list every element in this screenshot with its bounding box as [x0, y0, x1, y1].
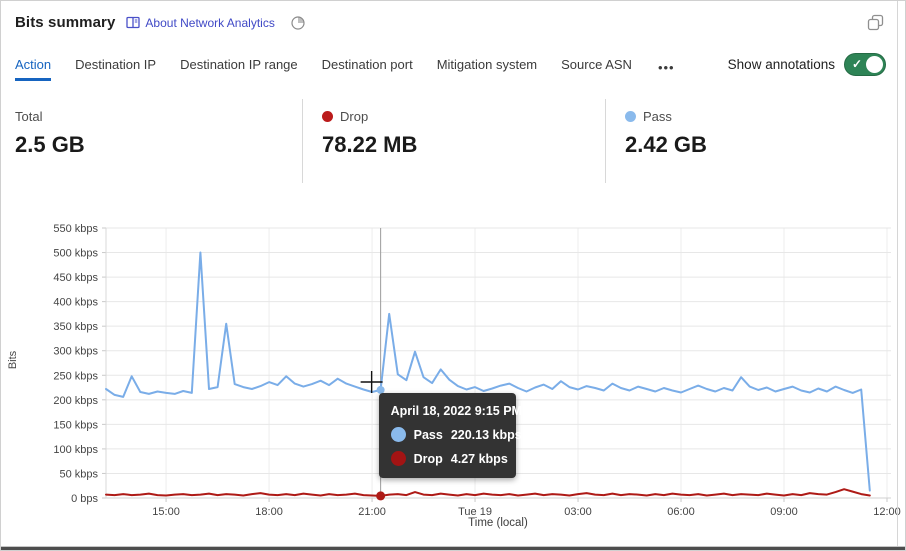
- svg-text:12:00: 12:00: [873, 506, 901, 518]
- chart-tooltip: April 18, 2022 9:15 PM Pass 220.13 kbps …: [378, 393, 522, 478]
- stat-pass-value: 2.42 GB: [625, 132, 707, 157]
- svg-text:03:00: 03:00: [564, 506, 592, 518]
- panel-title: Bits summary: [15, 14, 116, 31]
- tooltip-drop-row: Drop 4.27 kbps: [390, 451, 508, 466]
- toggle-knob: [866, 56, 883, 73]
- svg-text:09:00: 09:00: [770, 506, 798, 518]
- stat-total-value: 2.5 GB: [15, 132, 85, 157]
- drop-legend-dot: [322, 110, 333, 122]
- pass-tooltip-dot: [390, 427, 406, 442]
- svg-text:500 kbps: 500 kbps: [53, 248, 98, 260]
- tab-mitigation-system[interactable]: Mitigation system: [436, 57, 538, 72]
- svg-text:550 kbps: 550 kbps: [53, 223, 98, 235]
- check-icon: ✓: [852, 57, 863, 71]
- tooltip-pass-row: Pass 220.13 kbps: [390, 427, 522, 442]
- x-axis-title: Time (local): [468, 517, 528, 529]
- show-annotations-control: Show annotations ✓: [728, 53, 886, 76]
- ellipsis-icon[interactable]: •••: [657, 60, 675, 75]
- expand-panel-icon[interactable]: [867, 14, 884, 36]
- svg-text:50 kbps: 50 kbps: [59, 468, 98, 480]
- tab-destination-ip[interactable]: Destination IP: [75, 57, 157, 72]
- pie-chart-icon[interactable]: [290, 15, 306, 31]
- panel-header: Bits summary About Network Analytics: [15, 14, 306, 31]
- svg-text:21:00: 21:00: [358, 506, 386, 518]
- bits-time-series-chart: Bits 15:00 18:00 21:00 Tue 19 03:00 06:00 09:0…: [1, 206, 906, 548]
- svg-text:250 kbps: 250 kbps: [53, 370, 98, 382]
- stat-pass: Pass 2.42 GB: [605, 99, 707, 183]
- stat-total-label: Total: [15, 108, 43, 124]
- svg-text:350 kbps: 350 kbps: [53, 321, 98, 333]
- svg-text:100 kbps: 100 kbps: [53, 444, 98, 456]
- about-link-label: About Network Analytics: [145, 15, 275, 30]
- tab-destination-ip-range[interactable]: Destination IP range: [180, 57, 298, 72]
- tooltip-timestamp: April 18, 2022 9:15 PM: [390, 404, 522, 418]
- svg-text:06:00: 06:00: [667, 506, 695, 518]
- tab-source-asn[interactable]: Source ASN: [561, 57, 632, 72]
- tab-destination-port[interactable]: Destination port: [321, 57, 413, 72]
- svg-text:450 kbps: 450 kbps: [53, 272, 98, 284]
- about-network-analytics-link[interactable]: About Network Analytics: [126, 15, 275, 30]
- svg-text:0 bps: 0 bps: [71, 493, 98, 505]
- svg-text:18:00: 18:00: [255, 506, 283, 518]
- show-annotations-label: Show annotations: [727, 57, 835, 72]
- svg-text:Tue 19: Tue 19: [458, 506, 492, 518]
- stat-drop-label: Drop: [340, 108, 369, 124]
- summary-stats: Total 2.5 GB Drop 78.22 MB Pass 2.42 GB: [1, 99, 905, 183]
- drop-tooltip-dot: [390, 451, 406, 466]
- stat-total: Total 2.5 GB: [1, 99, 302, 183]
- panel-right-divider: [897, 1, 898, 550]
- window-bottom-edge: [1, 546, 905, 550]
- show-annotations-toggle[interactable]: ✓: [844, 53, 886, 76]
- svg-text:200 kbps: 200 kbps: [53, 395, 98, 407]
- svg-text:400 kbps: 400 kbps: [53, 297, 98, 309]
- tab-action[interactable]: Action: [15, 53, 52, 81]
- stat-pass-label: Pass: [643, 108, 672, 124]
- svg-text:300 kbps: 300 kbps: [53, 346, 98, 358]
- book-icon: [126, 16, 141, 29]
- dimension-tabs: Action Destination IP Destination IP ran…: [15, 53, 677, 81]
- svg-text:150 kbps: 150 kbps: [53, 419, 98, 431]
- pass-legend-dot: [625, 110, 636, 122]
- svg-text:15:00: 15:00: [152, 506, 180, 518]
- stat-drop: Drop 78.22 MB: [302, 99, 605, 183]
- stat-drop-value: 78.22 MB: [322, 132, 418, 157]
- chart-plot-area[interactable]: 15:00 18:00 21:00 Tue 19 03:00 06:00 09:00 12:0…: [1, 206, 906, 536]
